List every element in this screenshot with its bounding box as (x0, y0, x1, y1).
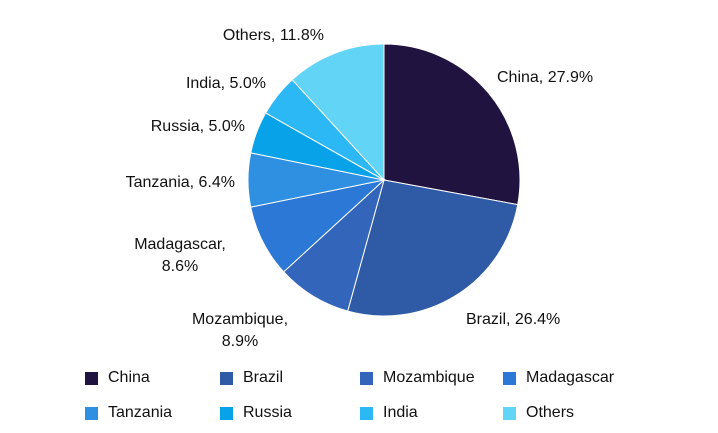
legend-swatch (503, 406, 516, 420)
legend-label: Tanzania (108, 404, 173, 421)
legend-swatch (220, 406, 233, 420)
data-label: Brazil, 26.4% (466, 311, 561, 328)
data-label: India, 5.0% (185, 75, 266, 92)
legend-item: Brazil (220, 368, 283, 388)
legend-label: Others (526, 404, 575, 421)
legend-item: Others (503, 403, 574, 423)
data-label: China, 27.9% (497, 69, 594, 86)
legend-swatch (360, 371, 373, 385)
legend-label: Mozambique (383, 369, 475, 386)
legend-swatch (503, 371, 516, 385)
data-label: Russia, 5.0% (150, 118, 245, 135)
data-label: Tanzania, 6.4% (125, 174, 235, 191)
legend-swatch (85, 371, 98, 385)
legend-label: China (108, 369, 150, 386)
legend-label: India (383, 404, 418, 421)
legend-item: Madagascar (503, 368, 614, 388)
legend-label: Madagascar (526, 369, 615, 386)
data-label: Madagascar, 8.6% (134, 236, 226, 275)
legend-swatch (220, 371, 233, 385)
legend-item: Russia (220, 403, 292, 423)
data-label: Others, 11.8% (222, 27, 324, 44)
legend-item: Tanzania (85, 403, 172, 423)
data-label: Mozambique, 8.9% (191, 311, 289, 350)
legend-item: Mozambique (360, 368, 475, 388)
legend-item: China (85, 368, 150, 388)
legend-item: India (360, 403, 418, 423)
legend-label: Brazil (243, 369, 284, 386)
legend-swatch (85, 406, 98, 420)
legend-label: Russia (243, 404, 292, 421)
pie-slice (383, 43, 521, 206)
pie-slice (291, 43, 385, 182)
pie-slice (347, 179, 519, 317)
legend-swatch (360, 406, 373, 420)
